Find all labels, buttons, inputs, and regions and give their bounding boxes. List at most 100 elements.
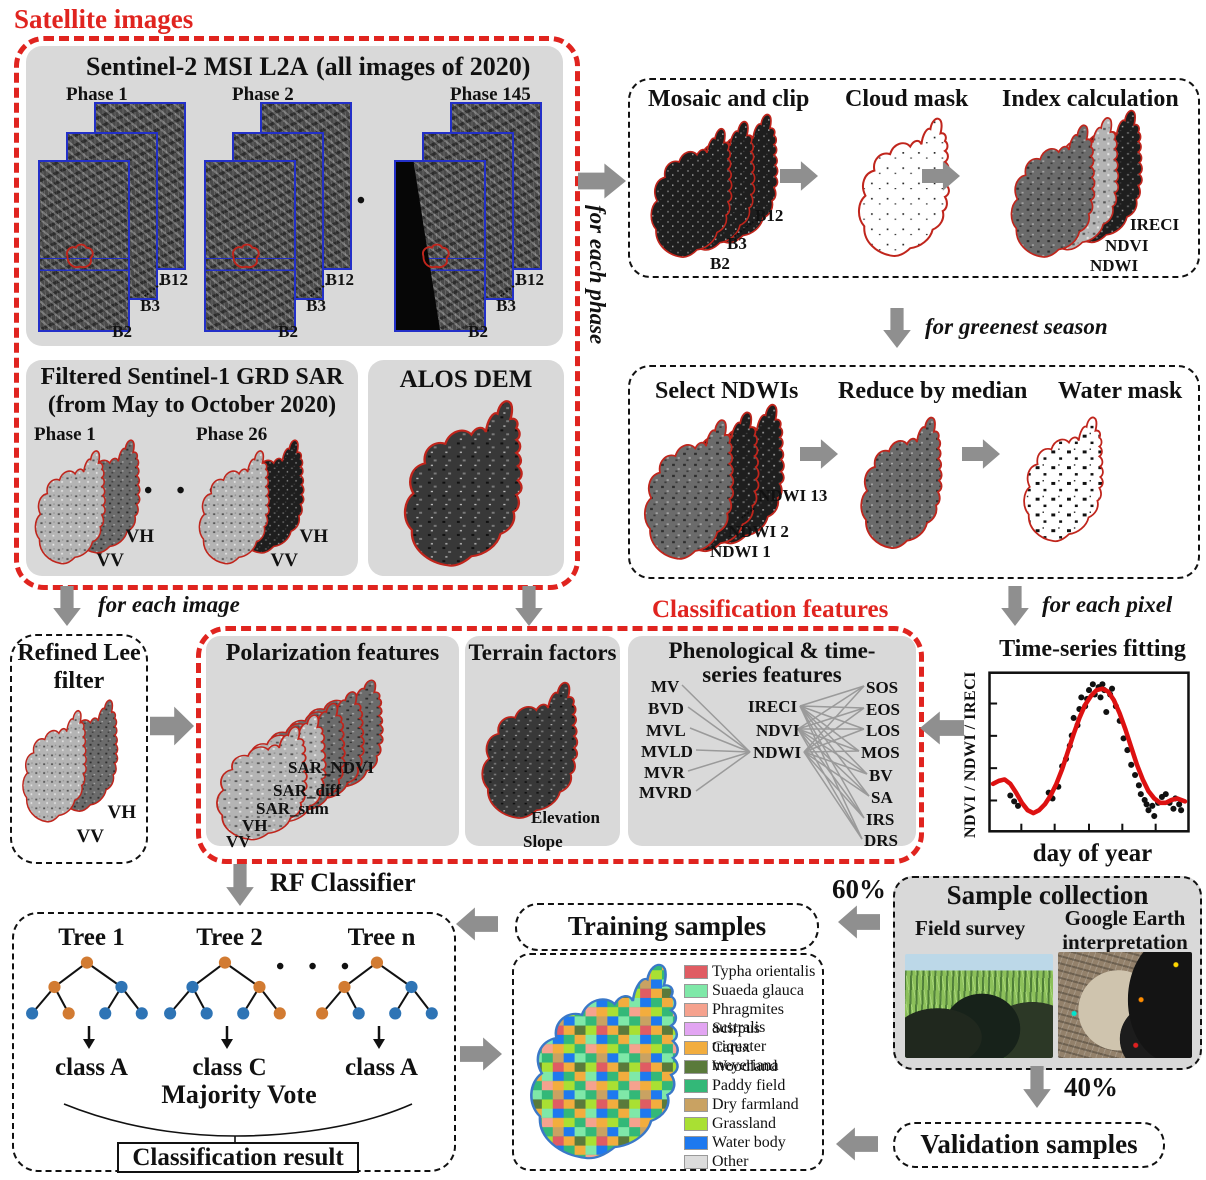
index-label: NDWI	[1090, 256, 1139, 275]
time-series-plot	[988, 671, 1190, 833]
satellite-images-box	[14, 36, 580, 590]
terrain-label: Slope	[523, 832, 563, 851]
for-each-phase-label: for each phase	[585, 205, 610, 345]
median-image	[860, 416, 943, 550]
pol-label: VV	[76, 826, 104, 847]
refined-lee-box: Refined Lee filter VH VV	[10, 634, 148, 864]
refined-lee-title: Refined Lee	[17, 640, 141, 666]
arrow-each-image	[53, 586, 81, 626]
pol-label: VV	[270, 550, 298, 571]
decision-tree	[164, 956, 286, 1020]
pct60-label: 60%	[832, 874, 886, 904]
pheno-input: BVD	[648, 699, 684, 718]
legend-label: Typha orientalis	[712, 963, 816, 980]
legend-label: Carex meyeriana	[712, 1039, 779, 1074]
pct40-label: 40%	[1064, 1072, 1118, 1102]
time-series-title: Time-series fitting	[999, 636, 1186, 662]
arrow-rf-to-map	[460, 1037, 502, 1071]
classified-map-box: Typha orientalis Suaeda glauca Phragmite…	[512, 953, 824, 1171]
pheno-input: MV	[651, 677, 680, 696]
for-each-pixel-label: for each pixel	[1042, 592, 1173, 617]
down-arrow-icon	[373, 1026, 385, 1049]
decision-tree	[26, 956, 148, 1020]
legend-swatch	[684, 1098, 708, 1112]
ndwi-label: NDWI 13	[758, 486, 828, 505]
dem-image	[403, 400, 523, 567]
tree-1: Tree 1 class A	[24, 924, 159, 1099]
band-label: B12	[755, 206, 784, 225]
legend-swatch	[684, 1041, 708, 1055]
s2-stack-phase1: B12 B3 B2	[38, 102, 188, 342]
pol-label: VH	[107, 802, 137, 823]
pheno-input: MVLD	[641, 742, 693, 761]
s2-image-layer	[204, 160, 296, 332]
band-label: B3	[496, 296, 516, 315]
satellite-images-label: Satellite images	[14, 4, 194, 34]
s2-stack-phase2: B12 B3 B2	[204, 102, 354, 342]
s2-stack-phase145: B12 B3 B2	[394, 102, 544, 342]
legend-label: Water body	[712, 1134, 786, 1151]
tree-n: Tree n class A	[314, 924, 449, 1099]
ellipsis: • • •	[276, 954, 359, 980]
phase-label: Phase 26	[196, 424, 268, 445]
for-greenest-season-label: for greenest season	[925, 314, 1108, 339]
study-area-outline	[422, 243, 450, 268]
alos-dem-title: ALOS DEM	[399, 366, 533, 393]
pol-feature-label: VV	[226, 832, 251, 851]
decision-tree	[316, 956, 438, 1020]
s1-lake-phase1: VH VV	[30, 438, 160, 574]
pol-label: VH	[125, 526, 155, 547]
mosaic-image	[650, 113, 779, 258]
training-samples-box: Training samples	[515, 903, 819, 951]
tree-result: class A	[55, 1054, 128, 1081]
tree-title: Tree n	[347, 924, 416, 951]
pheno-title: Phenological & time-	[668, 638, 876, 663]
legend-swatch	[684, 1060, 708, 1074]
fitted-curve	[990, 686, 1188, 816]
tree-result: class A	[345, 1054, 418, 1081]
legend-swatch	[684, 1155, 708, 1169]
s2-image-layer	[38, 160, 130, 332]
map-legend: Typha orientalis Suaeda glauca Phragmite…	[684, 963, 816, 1170]
google-earth-label: Google Earth	[1064, 906, 1186, 930]
legend-swatch	[684, 965, 708, 979]
sentinel2-box: Sentinel-2 MSI L2A (all images of 2020) …	[26, 46, 563, 346]
sample-collection-box: Sample collection Field survey Google Ea…	[893, 876, 1202, 1070]
arrow-training-to-rf	[456, 907, 498, 941]
classified-map-image	[530, 963, 679, 1160]
legend-swatch	[684, 1079, 708, 1093]
index-label: IRECI	[1130, 215, 1180, 234]
legend-label: Grassland	[712, 1115, 776, 1132]
sar-image	[198, 439, 305, 565]
pheno-output: IRS	[866, 810, 895, 829]
pheno-output: DRS	[864, 831, 899, 850]
y-ticks	[990, 702, 998, 802]
pheno-network-lines	[681, 684, 870, 840]
ndwi-label: NDWI 1	[710, 542, 771, 561]
band-label: B3	[140, 296, 160, 315]
pheno-input: MVR	[644, 763, 685, 782]
step-title: Mosaic and clip	[648, 86, 810, 112]
arrow-lee-to-polarization	[150, 706, 194, 746]
terrain-box: Terrain factors Elevation Slope	[465, 636, 620, 851]
s1-lake-phase26: VH VV	[194, 438, 328, 574]
rf-box: • • • Tree 1 class A Tree 2	[12, 912, 456, 1173]
mosaic-flow-box	[628, 78, 1200, 278]
legend-swatch	[684, 1003, 708, 1017]
tree-result: class C	[192, 1054, 267, 1081]
pol-feature-label: SAR_diff	[273, 781, 342, 800]
majority-vote-brace	[63, 1103, 413, 1146]
ndwi-label: NDWI 2	[728, 522, 789, 541]
classification-features-box	[196, 626, 924, 864]
band-label: B2	[468, 322, 488, 341]
pol-feature-label: SAR_sum	[256, 799, 329, 818]
study-area-outline	[66, 243, 94, 268]
sentinel1-subtitle: (from May to October 2020)	[47, 392, 337, 418]
tree-2: Tree 2 class C	[162, 924, 297, 1099]
pol-label: VH	[299, 526, 329, 547]
band-label: B12	[515, 270, 544, 289]
legend-swatch	[684, 984, 708, 998]
refined-lee-title2: filter	[53, 668, 105, 694]
sentinel1-title: Filtered Sentinel-1 GRD SAR	[40, 364, 344, 390]
